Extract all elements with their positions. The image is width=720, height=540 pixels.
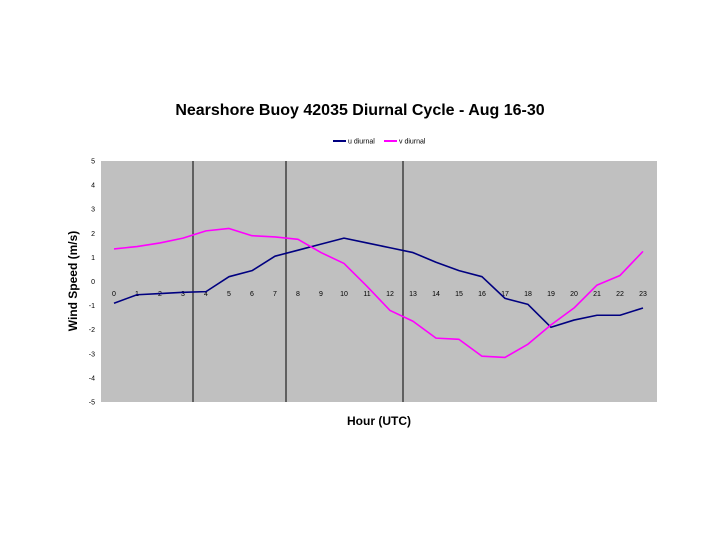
legend: u diurnal v diurnal [333,139,426,146]
series-line-u [113,237,644,329]
y-tick-label: -4 [89,375,95,382]
x-tick-label: 15 [455,291,463,298]
vertical-markers [192,161,404,402]
x-tick-label: 14 [432,291,440,298]
x-tick-label: 13 [409,291,417,298]
x-tick-label: 9 [319,291,323,298]
series-lines [113,227,644,359]
x-tick-label: 16 [478,291,486,298]
x-tick-label: 11 [363,291,370,298]
y-axis-title: Wind Speed (m/s) [66,231,80,332]
series-line-v [113,227,644,359]
x-tick-label: 7 [273,291,277,298]
y-tick-label: 3 [91,207,95,214]
x-tick-label: 22 [616,291,624,298]
y-tick-label: 2 [91,231,95,238]
x-tick-label: 5 [227,291,231,298]
x-tick-label: 3 [181,291,185,298]
x-tick-label: 12 [386,291,394,298]
x-tick-label: 8 [296,291,300,298]
y-tick-label: -1 [89,303,95,310]
y-tick-label: 4 [91,183,95,190]
chart-title: Nearshore Buoy 42035 Diurnal Cycle - Aug… [175,102,544,119]
x-tick-label: 19 [547,291,555,298]
y-tick-label: 1 [91,255,95,262]
x-tick-label: 10 [340,291,348,298]
x-axis-title: Hour (UTC) [347,414,411,428]
legend-label-v: v diurnal [399,139,426,146]
x-tick-label: 20 [570,291,578,298]
y-tick-label: -5 [89,400,95,407]
x-tick-label: 6 [250,291,254,298]
x-tick-label: 23 [639,291,647,298]
y-tick-label: -3 [89,351,95,358]
y-tick-label: -2 [89,327,95,334]
y-axis-ticks: 5 4 3 2 1 0 -1 -2 -3 -4 -5 [89,159,95,407]
y-tick-label: 5 [91,159,95,166]
y-tick-label: 0 [91,279,95,286]
legend-label-u: u diurnal [348,139,375,146]
plot-area [101,161,657,402]
x-tick-label: 17 [501,291,509,298]
x-tick-label: 4 [204,291,208,298]
x-tick-label: 18 [524,291,532,298]
x-tick-label: 2 [158,291,162,298]
x-tick-label: 21 [593,291,601,298]
x-tick-label: 0 [112,291,116,298]
